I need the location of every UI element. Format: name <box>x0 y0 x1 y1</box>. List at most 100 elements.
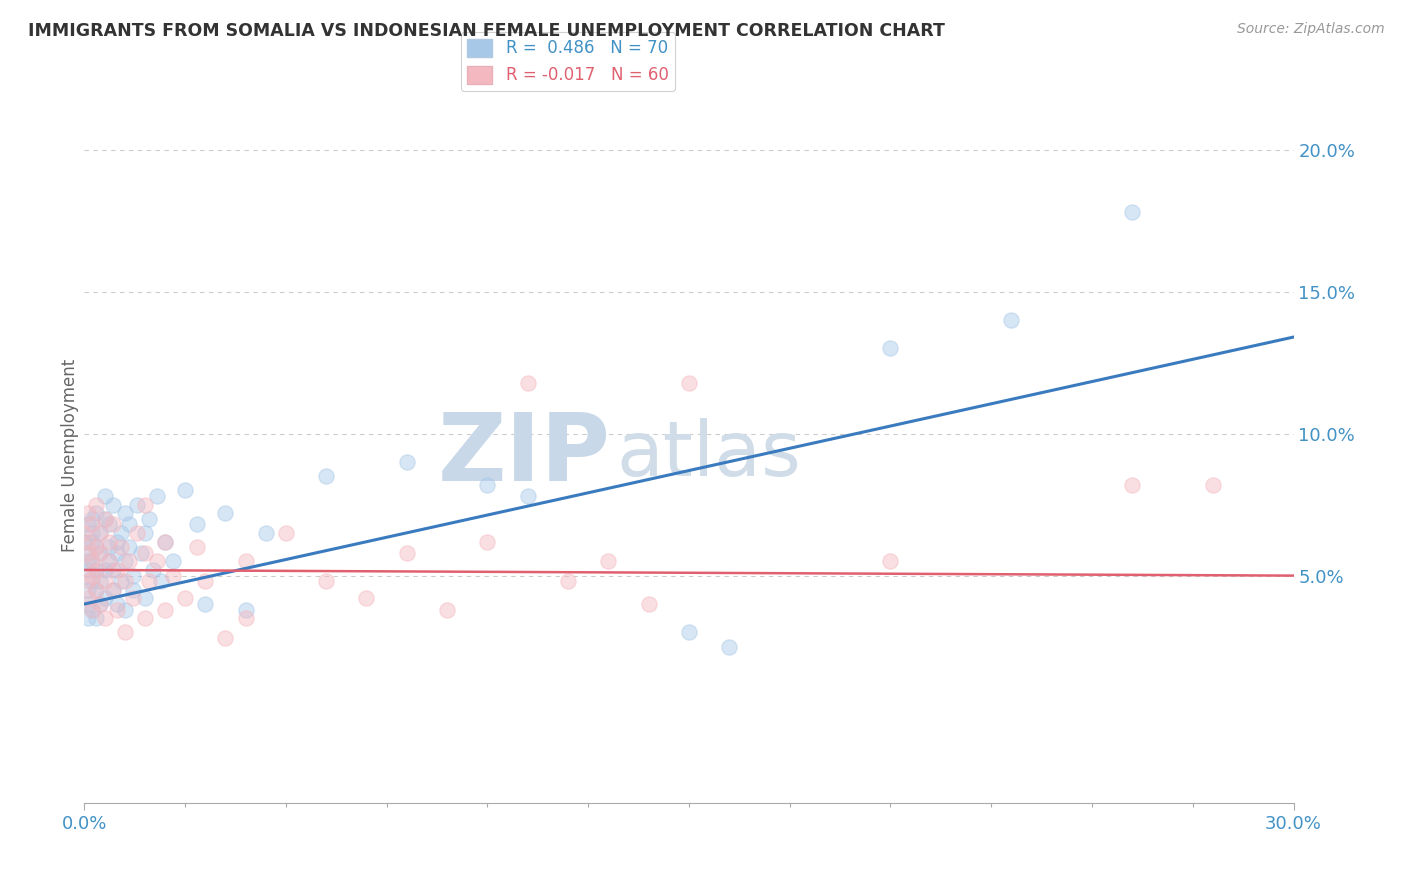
Text: IMMIGRANTS FROM SOMALIA VS INDONESIAN FEMALE UNEMPLOYMENT CORRELATION CHART: IMMIGRANTS FROM SOMALIA VS INDONESIAN FE… <box>28 22 945 40</box>
Point <box>125 498 148 512</box>
Point <box>105 546 128 560</box>
Point <box>86 498 108 512</box>
Point <box>77 597 100 611</box>
Point <box>477 477 499 491</box>
Point <box>77 563 100 577</box>
Point <box>89 597 111 611</box>
Point <box>82 512 104 526</box>
Point <box>110 574 132 589</box>
Point <box>77 546 100 560</box>
Point <box>114 603 136 617</box>
Point <box>86 540 108 554</box>
Point <box>86 506 108 520</box>
Point <box>86 540 108 554</box>
Point <box>138 574 160 589</box>
Point <box>194 597 217 611</box>
Point <box>89 526 111 541</box>
Legend: R =  0.486   N = 70, R = -0.017   N = 60: R = 0.486 N = 70, R = -0.017 N = 60 <box>461 32 675 91</box>
Point <box>879 342 901 356</box>
Point <box>516 376 538 390</box>
Point <box>153 534 176 549</box>
Point <box>194 574 217 589</box>
Point <box>93 591 115 606</box>
Point <box>82 554 104 568</box>
Point <box>97 540 120 554</box>
Point <box>146 554 169 568</box>
Point <box>77 506 100 520</box>
Point <box>557 574 579 589</box>
Point <box>1000 313 1022 327</box>
Point <box>134 498 156 512</box>
Point <box>86 611 108 625</box>
Point <box>174 483 197 498</box>
Point <box>82 554 104 568</box>
Point <box>118 540 141 554</box>
Point <box>77 611 100 625</box>
Point <box>77 574 100 589</box>
Point <box>114 506 136 520</box>
Text: atlas: atlas <box>616 418 801 491</box>
Point <box>97 517 120 532</box>
Point <box>146 489 169 503</box>
Point <box>82 526 104 541</box>
Point <box>174 591 197 606</box>
Point <box>118 554 141 568</box>
Point <box>105 597 128 611</box>
Point <box>97 554 120 568</box>
Point <box>82 568 104 582</box>
Point <box>93 611 115 625</box>
Point <box>235 554 257 568</box>
Point <box>73 534 96 549</box>
Point <box>86 582 108 597</box>
Point <box>82 574 104 589</box>
Point <box>235 603 257 617</box>
Point <box>82 603 104 617</box>
Point <box>637 597 659 611</box>
Point <box>86 563 108 577</box>
Point <box>254 526 277 541</box>
Point <box>186 540 208 554</box>
Point <box>114 554 136 568</box>
Point <box>77 546 100 560</box>
Point <box>73 526 96 541</box>
Point <box>114 574 136 589</box>
Point <box>153 603 176 617</box>
Point <box>125 526 148 541</box>
Point <box>110 540 132 554</box>
Point <box>138 512 160 526</box>
Point <box>149 574 172 589</box>
Point <box>77 517 100 532</box>
Point <box>82 603 104 617</box>
Point <box>101 517 124 532</box>
Point <box>121 582 143 597</box>
Point <box>162 554 184 568</box>
Point <box>82 517 104 532</box>
Point <box>89 597 111 611</box>
Point <box>93 563 115 577</box>
Point <box>121 568 143 582</box>
Point <box>97 554 120 568</box>
Text: Source: ZipAtlas.com: Source: ZipAtlas.com <box>1237 22 1385 37</box>
Point <box>110 526 132 541</box>
Point <box>82 534 104 549</box>
Point <box>186 517 208 532</box>
Point <box>77 582 100 597</box>
Text: ZIP: ZIP <box>437 409 610 501</box>
Point <box>101 498 124 512</box>
Point <box>105 603 128 617</box>
Point <box>214 506 236 520</box>
Point <box>93 512 115 526</box>
Point <box>516 489 538 503</box>
Y-axis label: Female Unemployment: Female Unemployment <box>62 359 80 551</box>
Point <box>718 640 741 654</box>
Point <box>105 563 128 577</box>
Point <box>477 534 499 549</box>
Point <box>93 489 115 503</box>
Point <box>395 455 418 469</box>
Point <box>93 574 115 589</box>
Point <box>678 625 700 640</box>
Point <box>89 526 111 541</box>
Point <box>77 554 100 568</box>
Point <box>1202 477 1225 491</box>
Point <box>134 526 156 541</box>
